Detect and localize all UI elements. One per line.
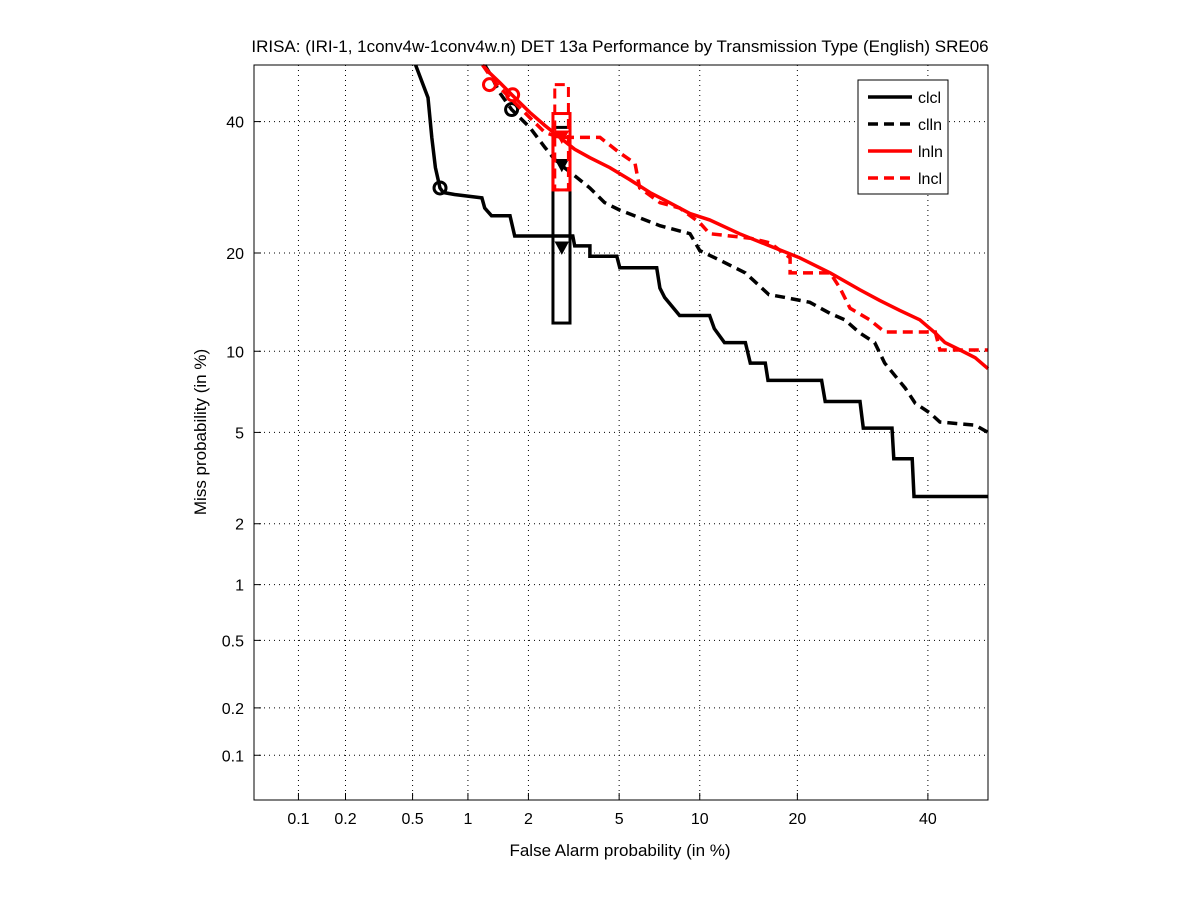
actual-dcf-marker-clcl xyxy=(554,241,570,255)
legend-box xyxy=(857,79,949,195)
series-group xyxy=(413,63,990,499)
legend-label-lncl: lncl xyxy=(918,171,942,188)
x-tick-label: 40 xyxy=(919,811,937,828)
legend-label-clcl: clcl xyxy=(918,90,941,107)
min-dcf-marker-clln xyxy=(504,102,520,118)
chart-title: IRISA: (IRI-1, 1conv4w-1conv4w.n) DET 13… xyxy=(251,37,988,56)
x-tick-label: 5 xyxy=(615,811,624,828)
y-axis-label: Miss probability (in %) xyxy=(191,349,210,515)
det-curve-clln xyxy=(483,64,989,434)
x-tick-label: 20 xyxy=(788,811,806,828)
y-tick-label: 40 xyxy=(226,115,244,132)
actual-dcf-marker-clln xyxy=(554,158,570,173)
y-tick-label: 0.1 xyxy=(222,748,244,765)
x-tick-label: 0.5 xyxy=(401,811,423,828)
y-tick-label: 5 xyxy=(235,425,244,442)
ticks: 0.1 0.2 0.5 1 2 5 10 20 40 0.1 0.2 0.5 1 2 5 10 20 40 xyxy=(222,115,937,828)
legend: clcl clln lnln lncl xyxy=(857,79,949,195)
series-clln xyxy=(483,64,989,434)
det-curve-lncl xyxy=(481,64,988,352)
series-clcl xyxy=(413,64,988,499)
series-lncl xyxy=(481,64,988,352)
min-dcf-marker-clcl xyxy=(432,180,448,196)
det-curve-clcl xyxy=(413,64,988,499)
det-curve-lnln xyxy=(481,63,990,371)
y-tick-label: 10 xyxy=(226,344,244,361)
legend-label-lnln: lnln xyxy=(918,144,943,161)
y-tick-label: 1 xyxy=(235,578,244,595)
y-tick-label: 20 xyxy=(226,246,244,263)
confidence-box-lnln xyxy=(551,112,572,192)
confidence-box-clcl xyxy=(551,125,572,325)
y-tick-label: 0.2 xyxy=(222,701,244,718)
x-tick-label: 10 xyxy=(691,811,709,828)
y-tick-label: 0.5 xyxy=(222,633,244,650)
actual-dcf-marker-lncl xyxy=(554,130,570,144)
x-tick-label: 0.2 xyxy=(334,811,356,828)
min-dcf-marker-lncl xyxy=(505,87,521,103)
x-axis-label: False Alarm probability (in %) xyxy=(509,841,730,860)
x-tick-label: 2 xyxy=(524,811,533,828)
y-tick-label: 2 xyxy=(235,517,244,534)
x-tick-label: 1 xyxy=(463,811,472,828)
legend-label-clln: clln xyxy=(918,117,942,134)
x-tick-label: 0.1 xyxy=(287,811,309,828)
